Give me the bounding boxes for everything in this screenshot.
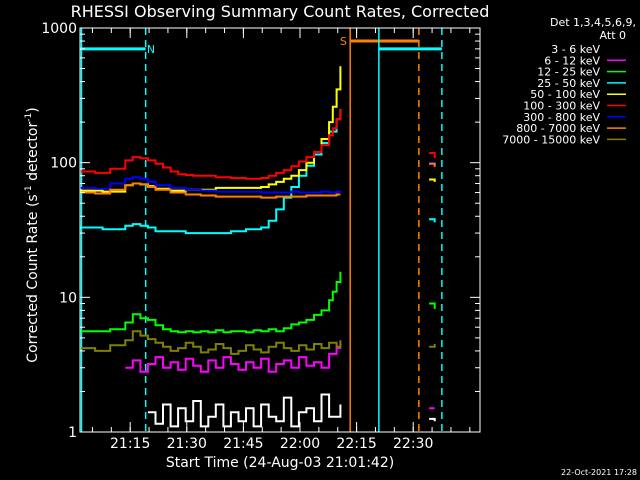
y-label-main: Corrected Count Rate (s (25, 194, 41, 362)
x-axis-label: Start Time (24-Aug-03 21:01:42) (166, 455, 394, 471)
legend-label-3: 25 - 50 keV (537, 77, 600, 90)
series-line-7 (80, 162, 436, 199)
y-tick-label-2: 100 (50, 156, 77, 172)
x-tick-label-3: 22:00 (280, 436, 320, 452)
chart-title: RHESSI Observing Summary Count Rates, Co… (71, 2, 490, 21)
axes-frame (79, 27, 481, 433)
y-label-sup-1: -1 (24, 185, 34, 194)
legend-label-8: 7000 - 15000 keV (502, 133, 600, 146)
y-tick-label-1: 10 (59, 290, 77, 306)
legend-label-4: 50 - 100 keV (530, 88, 600, 101)
series-line-0 (147, 393, 436, 428)
series-line-3 (80, 109, 436, 235)
x-tick-label-0: 21:15 (110, 436, 150, 452)
flag-label-N: N (147, 43, 155, 56)
x-tick-label-2: 21:45 (223, 436, 263, 452)
y-label-sup-2: -1 (24, 113, 34, 122)
y-tick-label-3: 1000 (41, 21, 77, 37)
legend-header-line-2: Att 0 (600, 29, 626, 42)
series-line-4 (80, 66, 436, 193)
series-line-8 (80, 330, 436, 355)
legend-label-0: 3 - 6 keV (551, 43, 600, 56)
x-tick-label-4: 22:15 (336, 436, 376, 452)
legend-label-1: 6 - 12 keV (544, 54, 600, 67)
flag-label-S: S (340, 35, 347, 48)
axes-group: 1 10 100 1000 21:15 21:30 21:45 22:00 22:15 22:30 (41, 21, 481, 452)
series-line-2 (80, 271, 436, 334)
x-tick-label-1: 21:30 (167, 436, 207, 452)
legend-header-line-1: Det 1,3,4,5,6,9, (550, 16, 636, 29)
series-line-1 (125, 344, 435, 410)
generation-timestamp: 22-Oct-2021 17:28 (561, 468, 637, 477)
legend-label-6: 300 - 800 keV (523, 111, 600, 124)
legend-label-2: 12 - 25 keV (537, 66, 600, 79)
series-group: NS (80, 28, 443, 432)
legend-label-5: 100 - 300 keV (523, 100, 600, 113)
series-line-5 (80, 109, 436, 180)
y-label-mid: detector (25, 122, 41, 186)
legend-label-7: 800 - 7000 keV (516, 122, 600, 135)
x-tick-label-5: 22:30 (393, 436, 433, 452)
y-label-end: ) (25, 107, 41, 112)
y-axis-label: Corrected Count Rate (s-1 detector-1) (24, 107, 41, 362)
y-tick-label-0: 1 (68, 425, 77, 441)
